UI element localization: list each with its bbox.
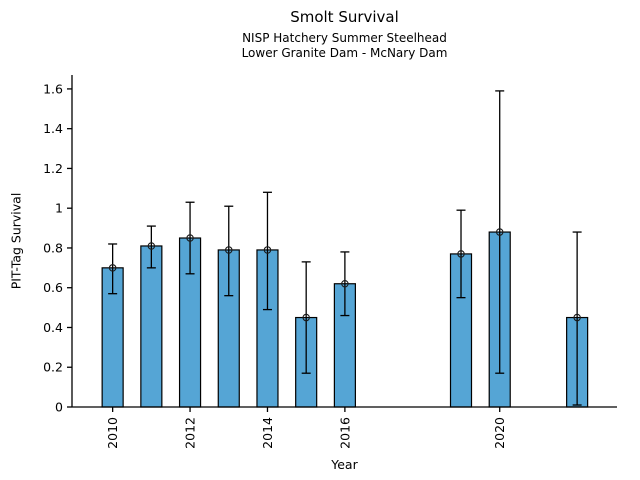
chart-subtitle-line2: Lower Granite Dam - McNary Dam: [241, 46, 448, 60]
marker-2019: [457, 250, 465, 258]
y-tick-label-0.4: 0.4: [43, 320, 63, 335]
marker-2015: [302, 313, 310, 322]
x-axis-label: Year: [331, 457, 358, 472]
chart-subtitle-line1: NISP Hatchery Summer Steelhead: [242, 31, 447, 45]
y-tick-label-1.6: 1.6: [43, 81, 63, 96]
y-tick-label-0.6: 0.6: [43, 280, 63, 295]
y-tick-label-1.4: 1.4: [43, 121, 63, 136]
x-tick-label-2012: 2012: [183, 417, 198, 449]
marker-2022: [573, 313, 581, 322]
marker-2011: [147, 242, 156, 250]
marker-2014: [263, 246, 272, 254]
y-tick-label-0.2: 0.2: [43, 360, 63, 375]
y-tick-label-1: 1: [55, 201, 63, 216]
x-tick-label-2014: 2014: [260, 417, 275, 449]
marker-2020: [495, 228, 504, 236]
y-axis-label: PIT-Tag Survival: [8, 192, 24, 290]
marker-2010: [108, 264, 117, 272]
y-tick-label-0.8: 0.8: [43, 240, 63, 255]
y-tick-label-0: 0: [55, 400, 63, 415]
x-tick-label-2020: 2020: [492, 417, 507, 449]
x-tick-label-2016: 2016: [337, 417, 352, 449]
chart-title: Smolt Survival: [290, 8, 399, 26]
marker-2013: [225, 246, 233, 254]
y-tick-label-1.2: 1.2: [43, 161, 63, 176]
marker-2012: [186, 234, 194, 242]
bar-2011: [140, 245, 163, 408]
marker-2016: [341, 279, 349, 288]
x-tick-label-2010: 2010: [105, 417, 120, 449]
